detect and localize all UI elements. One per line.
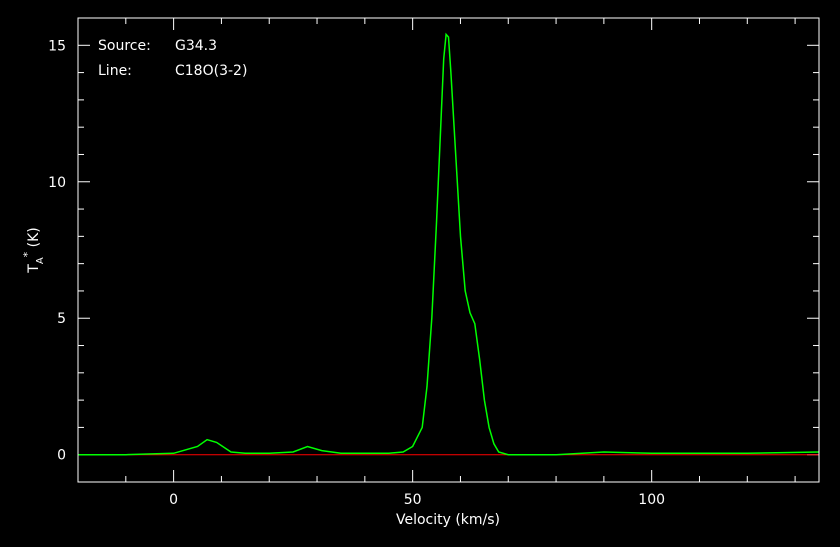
line-label: Line:: [98, 63, 132, 79]
y-axis-label-unit: (K): [26, 227, 42, 247]
spectrum-line: [78, 32, 820, 456]
y-axis-label-sup: *: [21, 251, 34, 257]
x-tick-label: 50: [404, 492, 422, 508]
y-tick-label: 5: [57, 311, 66, 327]
line-value: C18O(3-2): [175, 63, 247, 79]
y-axis-label-sub: A: [35, 257, 46, 264]
y-tick-label: 10: [48, 175, 66, 191]
y-tick-label: 0: [57, 448, 66, 464]
svg-text:TA* (K): TA* (K): [21, 227, 46, 273]
y-tick-labels: 0 5 10 15: [48, 38, 66, 463]
source-label: Source:: [98, 38, 151, 54]
x-tick-label: 100: [638, 492, 665, 508]
x-tick-label: 0: [169, 492, 178, 508]
y-axis-label: TA* (K): [21, 227, 46, 273]
x-tick-labels: 0 50 100: [169, 492, 665, 508]
y-tick-label: 15: [48, 38, 66, 54]
x-axis-label: Velocity (km/s): [396, 512, 500, 528]
y-axis-label-main: T: [26, 264, 42, 274]
axis-ticks: [77, 17, 819, 483]
plot-frame: [77, 17, 820, 483]
source-value: G34.3: [175, 38, 217, 54]
